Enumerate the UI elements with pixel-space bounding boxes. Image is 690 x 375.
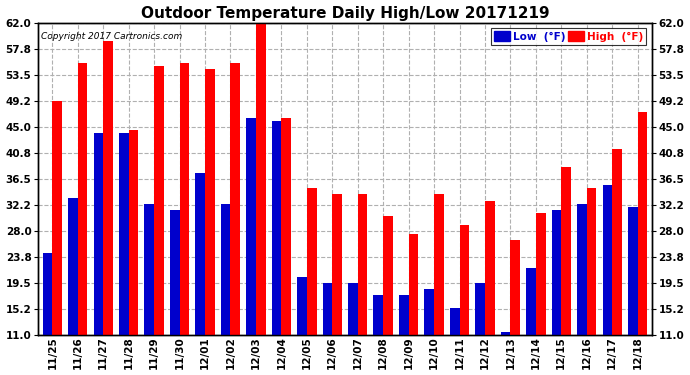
Bar xyxy=(383,216,393,335)
Bar xyxy=(408,234,418,335)
Bar xyxy=(94,133,104,335)
Bar xyxy=(536,213,546,335)
Bar xyxy=(104,42,113,335)
Bar xyxy=(256,23,266,335)
Bar xyxy=(119,133,129,335)
Bar xyxy=(43,253,52,335)
Bar xyxy=(475,283,485,335)
Bar xyxy=(195,173,205,335)
Bar xyxy=(424,289,434,335)
Text: Copyright 2017 Cartronics.com: Copyright 2017 Cartronics.com xyxy=(41,33,183,42)
Bar xyxy=(628,207,638,335)
Bar xyxy=(602,185,612,335)
Bar xyxy=(357,195,367,335)
Bar xyxy=(272,121,282,335)
Bar xyxy=(450,308,460,335)
Bar xyxy=(68,198,78,335)
Bar xyxy=(323,283,333,335)
Bar xyxy=(144,204,154,335)
Bar xyxy=(551,210,561,335)
Bar xyxy=(52,101,62,335)
Bar xyxy=(612,148,622,335)
Bar xyxy=(586,188,596,335)
Bar xyxy=(526,268,536,335)
Bar xyxy=(205,69,215,335)
Bar xyxy=(561,167,571,335)
Bar xyxy=(297,277,307,335)
Bar xyxy=(170,210,179,335)
Bar xyxy=(78,63,88,335)
Bar xyxy=(638,112,647,335)
Bar xyxy=(485,201,495,335)
Bar xyxy=(373,296,383,335)
Bar xyxy=(221,204,230,335)
Bar xyxy=(307,188,317,335)
Legend: Low  (°F), High  (°F): Low (°F), High (°F) xyxy=(491,28,647,45)
Bar xyxy=(460,225,469,335)
Bar xyxy=(179,63,189,335)
Bar xyxy=(511,240,520,335)
Bar xyxy=(246,118,256,335)
Bar xyxy=(333,195,342,335)
Title: Outdoor Temperature Daily High/Low 20171219: Outdoor Temperature Daily High/Low 20171… xyxy=(141,6,549,21)
Bar xyxy=(154,66,164,335)
Bar xyxy=(282,118,291,335)
Bar xyxy=(129,130,139,335)
Bar xyxy=(230,63,240,335)
Bar xyxy=(501,332,511,335)
Bar xyxy=(348,283,357,335)
Bar xyxy=(399,296,408,335)
Bar xyxy=(434,195,444,335)
Bar xyxy=(577,204,586,335)
